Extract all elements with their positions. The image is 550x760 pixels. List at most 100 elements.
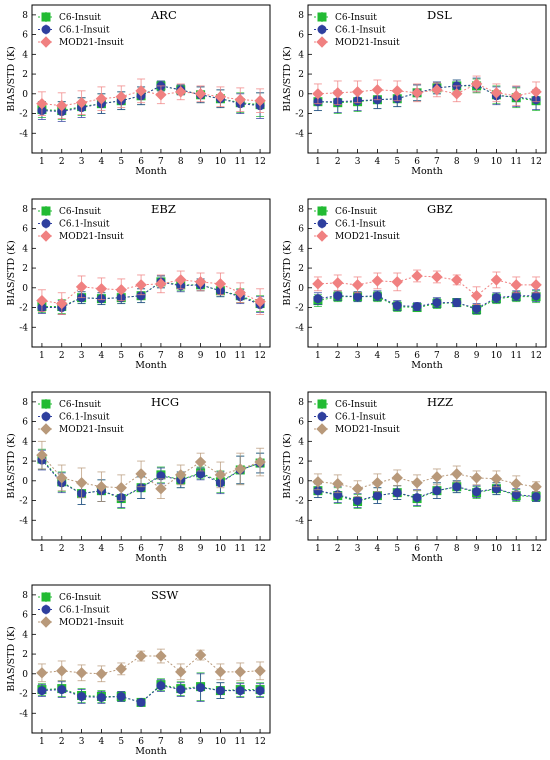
data-point (36, 667, 48, 679)
data-point (491, 293, 501, 303)
data-point (470, 78, 483, 90)
data-point (175, 469, 187, 481)
y-tick-label: 6 (22, 225, 28, 235)
x-tick-label: 6 (414, 157, 420, 167)
x-tick-label: 3 (355, 544, 361, 554)
x-tick-label: 9 (474, 351, 480, 361)
y-axis-label: BIAS/STD (K) (6, 626, 17, 691)
x-tick-label: 8 (178, 157, 184, 167)
axes-frame (307, 391, 547, 541)
legend-label: C6-Insuit (335, 400, 377, 410)
data-point (351, 86, 364, 98)
data-point (392, 301, 402, 311)
y-tick-label: 6 (22, 418, 28, 428)
y-tick-label: -2 (19, 110, 28, 120)
y-axis-label: BIAS/STD (K) (6, 433, 17, 498)
legend-label: MOD21-Insuit (335, 425, 400, 435)
x-tick-label: 2 (335, 157, 341, 167)
y-tick-label: 4 (22, 437, 28, 447)
legend-marker (40, 423, 52, 435)
panel-title: HCG (151, 395, 179, 409)
x-axis-label: Month (135, 166, 167, 177)
legend-label: C6-Insuit (335, 13, 377, 23)
series-c6-insuit (37, 80, 265, 120)
data-point (155, 278, 167, 290)
data-point (36, 97, 48, 110)
x-tick-label: 11 (235, 737, 246, 747)
legend-marker (317, 399, 327, 409)
x-tick-label: 10 (215, 157, 227, 167)
y-tick-label: 4 (22, 630, 28, 640)
y-tick-label: 8 (298, 205, 304, 215)
x-tick-label: 4 (99, 544, 105, 554)
x-tick-label: 10 (491, 544, 503, 554)
data-point (254, 94, 266, 107)
series-c6-insuit (37, 672, 265, 707)
series-c6.1-insuit (313, 289, 541, 314)
data-point (235, 686, 245, 696)
data-point (95, 481, 108, 493)
x-tick-label: 10 (491, 157, 503, 167)
data-point (530, 279, 542, 291)
y-tick-label: 0 (22, 284, 28, 294)
data-point (351, 482, 364, 495)
legend-marker (317, 206, 327, 216)
x-tick-label: 1 (315, 544, 321, 554)
data-point (75, 667, 88, 679)
x-tick-label: 8 (178, 544, 184, 554)
data-point (431, 84, 443, 96)
y-axis-label: BIAS/STD (K) (282, 46, 293, 111)
y-tick-label: 2 (22, 457, 28, 467)
data-point (411, 270, 423, 282)
x-tick-label: 11 (511, 351, 522, 361)
x-tick-label: 4 (375, 351, 381, 361)
data-point (96, 692, 106, 702)
x-tick-label: 4 (99, 157, 105, 167)
data-point (411, 87, 423, 99)
data-point (135, 650, 147, 662)
x-tick-label: 1 (315, 351, 321, 361)
series-c6.1-insuit (313, 480, 541, 508)
x-tick-label: 2 (335, 351, 341, 361)
x-tick-label: 1 (39, 544, 45, 554)
x-tick-label: 8 (454, 157, 460, 167)
legend-label: C6-Insuit (335, 207, 377, 217)
data-point (332, 277, 344, 289)
x-tick-label: 12 (254, 544, 265, 554)
x-tick-label: 9 (198, 351, 204, 361)
x-axis-label: Month (411, 360, 443, 371)
x-tick-label: 3 (79, 737, 85, 747)
series-c6.1-insuit (313, 77, 541, 113)
data-point (196, 683, 206, 693)
legend-marker (40, 616, 52, 628)
data-point (371, 477, 384, 489)
data-point (175, 666, 187, 678)
y-tick-label: 0 (22, 670, 28, 680)
y-tick-label: 6 (298, 31, 304, 41)
legend-label: C6.1-Insuit (335, 220, 386, 230)
y-tick-label: 2 (22, 264, 28, 274)
panel-title: ARC (150, 8, 177, 22)
y-tick-label: -2 (295, 497, 304, 507)
legend-marker (41, 12, 51, 22)
legend-marker (41, 206, 51, 216)
data-point (312, 88, 324, 100)
series-line (317, 85, 537, 104)
data-point (57, 685, 67, 695)
legend-label: C6.1-Insuit (335, 413, 386, 423)
x-tick-label: 4 (99, 351, 105, 361)
y-tick-label: 6 (298, 225, 304, 235)
series-line (41, 684, 261, 703)
x-tick-label: 9 (474, 544, 480, 554)
x-axis-label: Month (135, 746, 167, 757)
data-point (95, 283, 108, 295)
series-mod21-insuit (312, 269, 542, 306)
y-tick-label: -4 (19, 129, 28, 139)
x-tick-label: 7 (158, 544, 164, 554)
x-tick-label: 5 (394, 157, 400, 167)
data-point (214, 91, 227, 103)
data-point (56, 665, 68, 677)
x-tick-label: 11 (235, 544, 246, 554)
